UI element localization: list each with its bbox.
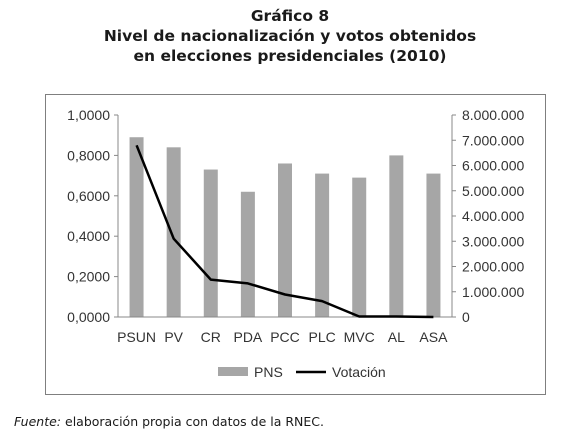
x-tick-label: MVC	[344, 329, 375, 345]
x-tick-label: ASA	[419, 329, 448, 345]
y-right-tick-label: 3.000.000	[462, 233, 524, 249]
bar-pns-mvc	[352, 177, 367, 317]
x-tick-label: PSUN	[117, 329, 156, 345]
legend-label-pns: PNS	[254, 364, 283, 380]
x-tick-label: PV	[164, 329, 183, 345]
bar-pns-pv	[166, 147, 181, 317]
y-left-tick-label: 0,4000	[67, 228, 110, 244]
chart-titles: Gráfico 8 Nivel de nacionalización y vot…	[0, 6, 580, 66]
chart-frame	[45, 94, 546, 395]
bar-pns-cr	[203, 169, 218, 317]
y-left-tick-label: 0,6000	[67, 188, 110, 204]
source-note: Fuente: elaboración propia con datos de …	[14, 414, 324, 429]
y-right-tick-label: 7.000.000	[462, 132, 524, 148]
legend-label-votacion: Votación	[332, 364, 386, 380]
bar-pns-pcc	[278, 163, 292, 317]
source-text: elaboración propia con datos de la RNEC.	[61, 414, 324, 429]
chart-title-line-1: Nivel de nacionalización y votos obtenid…	[103, 27, 477, 45]
bar-pns-al	[389, 155, 404, 317]
y-right-tick-label: 6.000.000	[462, 158, 524, 174]
bar-pns-asa	[426, 173, 441, 317]
plot-area: 0,0000 0,2000 0,4000 0,6000 0,8000 1,0000 0 1.0…	[67, 107, 524, 345]
y-right-tick-label: 0	[462, 309, 470, 325]
legend: PNS Votación	[218, 364, 386, 380]
y-right-tick-label: 2.000.000	[462, 259, 524, 275]
y-right-tick-label: 1.000.000	[462, 284, 524, 300]
x-tick-label: PCC	[270, 329, 300, 345]
legend-swatch-pns	[218, 367, 248, 376]
x-tick-label: PLC	[308, 329, 335, 345]
source-prefix: Fuente:	[14, 414, 62, 429]
y-left-tick-label: 0,8000	[67, 147, 110, 163]
figure-label: Gráfico 8	[250, 7, 330, 25]
chart-title-line-2: en elecciones presidenciales (2010)	[133, 47, 447, 65]
line-votacion	[135, 144, 434, 319]
y-right-tick-label: 5.000.000	[462, 183, 524, 199]
y-left-tick-label: 0,0000	[67, 309, 110, 325]
x-tick-label: PDA	[233, 329, 262, 345]
y-right-tick-label: 8.000.000	[462, 107, 524, 123]
bar-pns-pda	[240, 191, 255, 317]
y-right-tick-label: 4.000.000	[462, 208, 524, 224]
bar-pns-plc	[315, 173, 330, 317]
combo-chart: 0,0000 0,2000 0,4000 0,6000 0,8000 1,0000 0 1.0…	[45, 94, 546, 395]
x-tick-label: AL	[388, 329, 405, 345]
y-left-tick-label: 1,0000	[67, 107, 110, 123]
bar-pns-psun	[129, 137, 144, 317]
x-tick-label: CR	[201, 329, 221, 345]
y-left-tick-label: 0,2000	[67, 269, 110, 285]
